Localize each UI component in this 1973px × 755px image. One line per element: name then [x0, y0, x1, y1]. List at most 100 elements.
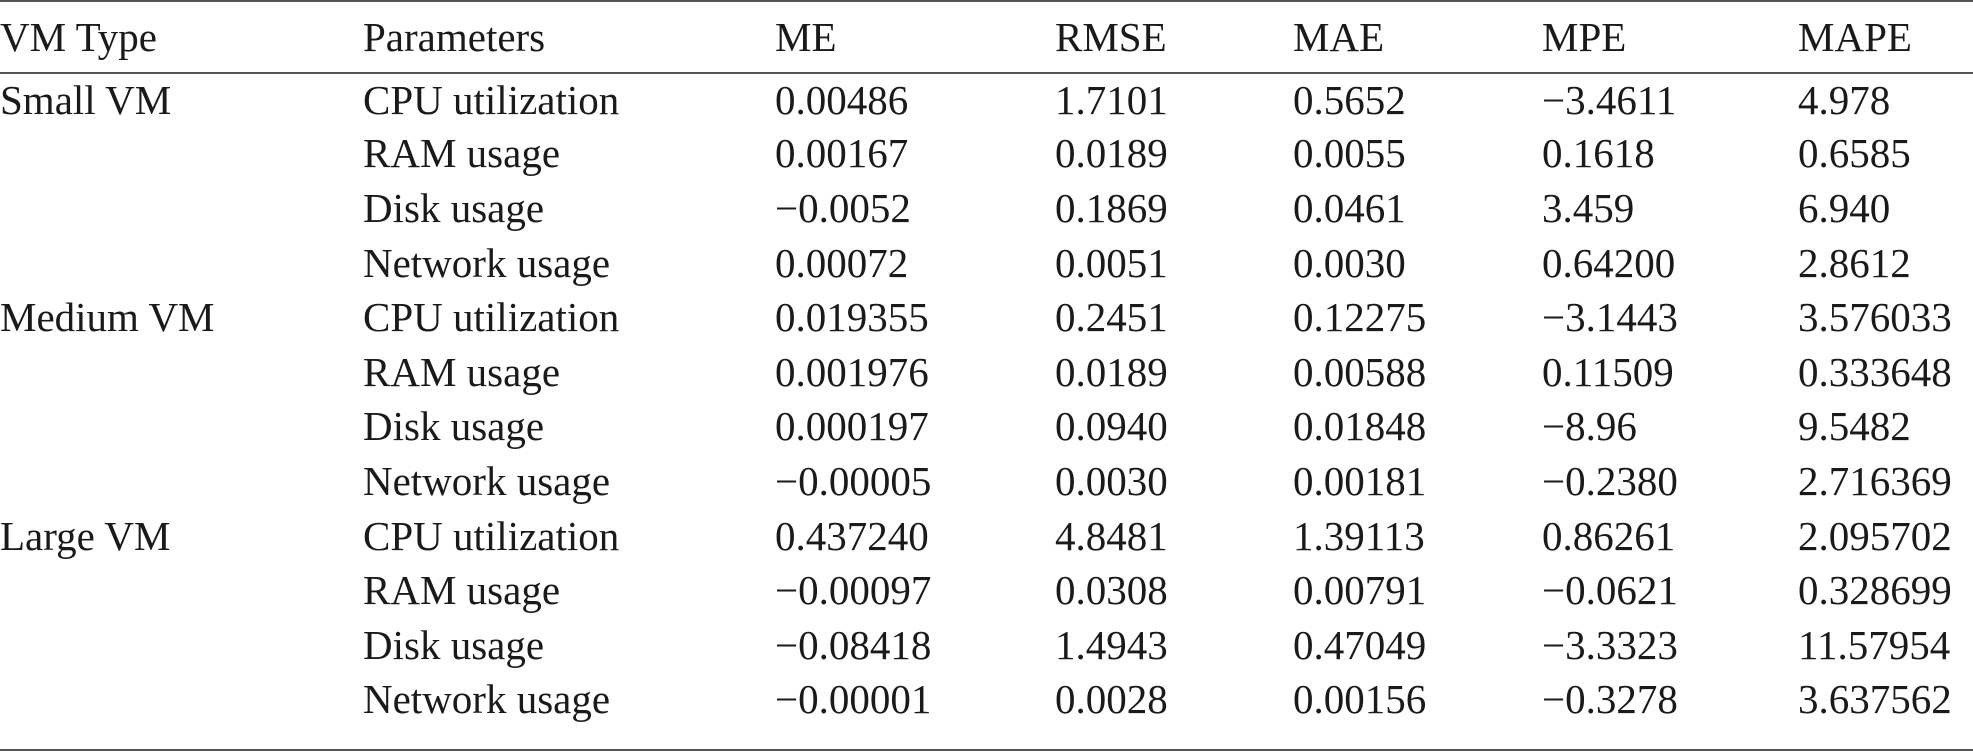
header-row: VM Type Parameters ME RMSE MAE MPE MAPE	[0, 2, 1973, 72]
me-cell: 0.00167	[775, 130, 909, 177]
rmse-cell: 0.0051	[1055, 239, 1168, 286]
me-cell: −0.00005	[775, 457, 932, 504]
vm-type-cell	[0, 618, 363, 673]
me-cell: −0.00097	[775, 567, 932, 614]
mpe-cell: 0.1618	[1542, 130, 1655, 177]
parameter-cell: Network usage	[363, 676, 611, 723]
rmse-cell: 0.0940	[1055, 403, 1168, 450]
parameter-cell: RAM usage	[363, 348, 561, 395]
vm-type-cell	[0, 181, 363, 236]
bottom-rule	[0, 749, 1973, 751]
parameter-cell: Network usage	[363, 239, 611, 286]
column-header: MAPE	[1798, 13, 1912, 60]
me-cell: 0.019355	[775, 294, 929, 341]
table-row: Large VM CPU utilization 0.437240 4.8481 1.3…	[0, 509, 1973, 564]
mpe-cell: −0.2380	[1542, 457, 1678, 504]
mpe-cell: 0.11509	[1542, 348, 1674, 395]
table-row: Disk usage −0.0052 0.1869 0.0461 3.459 6.940	[0, 181, 1973, 236]
me-cell: 0.437240	[775, 512, 929, 559]
vm-type-cell	[0, 127, 363, 182]
vm-type-cell	[0, 345, 363, 400]
vm-type-cell: Small VM	[0, 76, 172, 123]
table-body: Small VM CPU utilization 0.00486 1.7101 0.56…	[0, 72, 1973, 727]
vm-type-cell	[0, 563, 363, 618]
table-row: Small VM CPU utilization 0.00486 1.7101 0.56…	[0, 72, 1973, 127]
mae-cell: 0.5652	[1293, 76, 1406, 123]
me-cell: −0.00001	[775, 676, 932, 723]
table-row: Disk usage −0.08418 1.4943 0.47049 −3.3323 11…	[0, 618, 1973, 673]
parameter-cell: CPU utilization	[363, 512, 620, 559]
column-header: MPE	[1542, 13, 1627, 60]
me-cell: 0.001976	[775, 348, 929, 395]
parameter-cell: CPU utilization	[363, 294, 620, 341]
table-row: RAM usage 0.001976 0.0189 0.00588 0.11509 0.3…	[0, 345, 1973, 400]
mape-cell: 4.978	[1798, 76, 1891, 123]
mpe-cell: −3.4611	[1542, 76, 1677, 123]
column-header: ME	[775, 13, 837, 60]
table-row: Network usage 0.00072 0.0051 0.0030 0.64200 2…	[0, 236, 1973, 291]
rmse-cell: 0.0308	[1055, 567, 1168, 614]
rmse-cell: 1.7101	[1055, 76, 1168, 123]
mpe-cell: 3.459	[1542, 184, 1635, 231]
column-header: RMSE	[1055, 13, 1167, 60]
parameter-cell: RAM usage	[363, 130, 561, 177]
mae-cell: 0.00181	[1293, 457, 1427, 504]
rmse-cell: 4.8481	[1055, 512, 1168, 559]
rmse-cell: 0.0030	[1055, 457, 1168, 504]
mpe-cell: −3.1443	[1542, 294, 1678, 341]
table-row: Medium VM CPU utilization 0.019355 0.2451 0.…	[0, 290, 1973, 345]
mae-cell: 0.47049	[1293, 621, 1427, 668]
mape-cell: 0.6585	[1798, 130, 1911, 177]
me-cell: −0.08418	[775, 621, 932, 668]
mae-cell: 0.0055	[1293, 130, 1406, 177]
vm-type-cell	[0, 454, 363, 509]
table-row: Disk usage 0.000197 0.0940 0.01848 −8.96 9.54…	[0, 400, 1973, 455]
mape-cell: 0.328699	[1798, 567, 1952, 614]
mae-cell: 0.0030	[1293, 239, 1406, 286]
me-cell: −0.0052	[775, 184, 911, 231]
vm-type-cell: Medium VM	[0, 294, 215, 341]
parameter-cell: Disk usage	[363, 403, 545, 450]
table-row: Network usage −0.00001 0.0028 0.00156 −0.327…	[0, 673, 1973, 728]
vm-type-cell	[0, 673, 363, 728]
mape-cell: 2.8612	[1798, 239, 1911, 286]
rmse-cell: 0.0189	[1055, 348, 1168, 395]
table-row: RAM usage 0.00167 0.0189 0.0055 0.1618 0.6585	[0, 127, 1973, 182]
mpe-cell: −8.96	[1542, 403, 1637, 450]
table-row: Network usage −0.00005 0.0030 0.00181 −0.238…	[0, 454, 1973, 509]
metrics-table: VM Type Parameters ME RMSE MAE MPE MAPE …	[0, 2, 1973, 727]
mae-cell: 0.00588	[1293, 348, 1427, 395]
mpe-cell: 0.86261	[1542, 512, 1676, 559]
vm-type-cell	[0, 236, 363, 291]
me-cell: 0.00486	[775, 76, 909, 123]
mape-cell: 2.716369	[1798, 457, 1952, 504]
mae-cell: 0.12275	[1293, 294, 1427, 341]
rmse-cell: 0.1869	[1055, 184, 1168, 231]
parameter-cell: Disk usage	[363, 621, 545, 668]
me-cell: 0.000197	[775, 403, 929, 450]
mape-cell: 3.637562	[1798, 676, 1952, 723]
table-row: RAM usage −0.00097 0.0308 0.00791 −0.0621 0.3…	[0, 563, 1973, 618]
mae-cell: 1.39113	[1293, 512, 1425, 559]
mape-cell: 9.5482	[1798, 403, 1911, 450]
column-header: VM Type	[0, 13, 157, 60]
vm-type-cell: Large VM	[0, 512, 171, 559]
column-header: MAE	[1293, 13, 1385, 60]
parameter-cell: RAM usage	[363, 567, 561, 614]
mape-cell: 0.333648	[1798, 348, 1952, 395]
mape-cell: 11.57954	[1798, 621, 1951, 668]
top-rule	[0, 0, 1973, 2]
parameter-cell: Network usage	[363, 457, 611, 504]
vm-type-cell	[0, 400, 363, 455]
rmse-cell: 0.0189	[1055, 130, 1168, 177]
rmse-cell: 0.0028	[1055, 676, 1168, 723]
mae-cell: 0.00791	[1293, 567, 1427, 614]
mae-cell: 0.01848	[1293, 403, 1427, 450]
rmse-cell: 0.2451	[1055, 294, 1168, 341]
mpe-cell: 0.64200	[1542, 239, 1676, 286]
mpe-cell: −0.0621	[1542, 567, 1678, 614]
parameter-cell: CPU utilization	[363, 76, 620, 123]
rmse-cell: 1.4943	[1055, 621, 1168, 668]
column-header: Parameters	[363, 13, 546, 60]
